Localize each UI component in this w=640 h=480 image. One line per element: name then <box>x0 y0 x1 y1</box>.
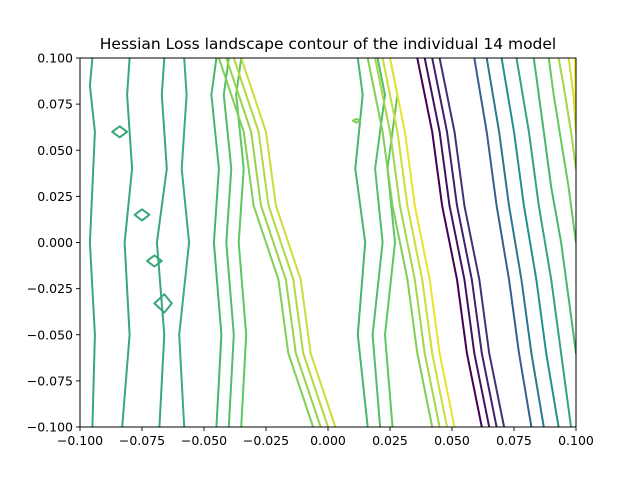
contour-line-23 <box>485 58 545 427</box>
contour-line-2 <box>155 58 168 427</box>
contour-line-28 <box>557 58 576 170</box>
closed-contour-1 <box>133 208 151 222</box>
y-tick-label-3: −0.025 <box>27 281 73 296</box>
contour-line-12 <box>371 58 386 427</box>
contour-line-5 <box>222 58 235 427</box>
contour-line-21 <box>438 58 506 427</box>
closed-contour-4 <box>351 117 362 124</box>
x-tick-label-3: −0.025 <box>243 433 289 448</box>
contour-line-17 <box>389 58 456 427</box>
x-tick-label-2: −0.050 <box>181 433 227 448</box>
contour-line-16 <box>381 58 448 427</box>
x-tick-label-1: −0.075 <box>119 433 165 448</box>
contour-line-20 <box>431 58 498 427</box>
x-tick-label-4: 0.000 <box>310 433 346 448</box>
plot-frame <box>79 57 577 428</box>
y-tick-label-1: −0.075 <box>27 373 73 388</box>
contour-line-25 <box>515 58 572 427</box>
y-tick-label-0: −0.100 <box>27 420 73 435</box>
y-tick-label-7: 0.075 <box>37 97 73 112</box>
y-tick-label-6: 0.050 <box>37 143 73 158</box>
y-tick-label-8: 0.100 <box>37 51 73 66</box>
contour-line-15 <box>374 58 441 427</box>
contour-line-1 <box>121 58 134 427</box>
closed-contour-0 <box>111 125 129 139</box>
contour-line-22 <box>473 58 533 427</box>
contour-line-4 <box>210 58 223 427</box>
contour-line-8 <box>225 58 322 427</box>
contour-line-10 <box>240 58 337 427</box>
x-tick-label-0: −0.100 <box>57 433 103 448</box>
contour-line-14 <box>366 58 434 427</box>
y-tick-label-4: 0.000 <box>37 235 73 250</box>
contour-line-24 <box>500 58 560 427</box>
x-tick-label-5: 0.025 <box>372 433 408 448</box>
contour-lines <box>88 58 576 427</box>
contour-line-7 <box>217 58 315 427</box>
x-tick-label-8: 0.100 <box>558 433 594 448</box>
chart-title: Hessian Loss landscape contour of the in… <box>100 35 557 53</box>
contour-line-19 <box>423 58 491 427</box>
contour-line-27 <box>547 58 576 244</box>
contour-line-0 <box>88 58 96 427</box>
y-tick-label-2: −0.050 <box>27 327 73 342</box>
closed-contour-2 <box>146 254 163 268</box>
contour-line-3 <box>178 58 191 427</box>
contour-line-9 <box>232 58 329 427</box>
contour-line-18 <box>416 58 483 427</box>
y-axis: −0.100 −0.075 −0.050 −0.025 0.000 0.025 0.050 0… <box>27 51 80 435</box>
x-tick-label-7: 0.075 <box>496 433 532 448</box>
contour-line-26 <box>532 58 576 355</box>
contour-line-11 <box>354 58 369 427</box>
y-tick-label-5: 0.025 <box>37 189 73 204</box>
x-axis: −0.100 −0.075 −0.050 −0.025 0.000 0.025 0.050 0… <box>57 427 594 448</box>
x-tick-label-6: 0.050 <box>434 433 470 448</box>
closed-contour-3 <box>153 293 173 314</box>
contour-line-29 <box>567 58 576 133</box>
